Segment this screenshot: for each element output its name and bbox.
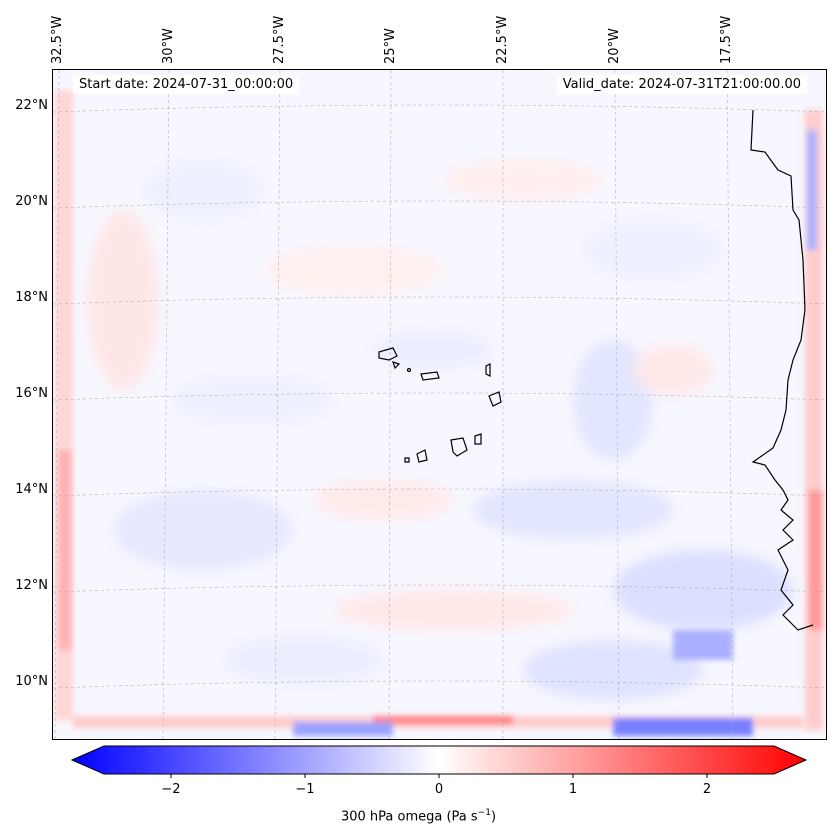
latitude-label: 14°N <box>15 482 48 497</box>
graticule <box>53 70 826 739</box>
coastline <box>750 109 814 631</box>
omega-field-patches <box>88 160 793 700</box>
latitude-label: 10°N <box>15 674 48 689</box>
start-date-label: Start date: 2024-07-31_00:00:00 <box>73 75 300 94</box>
colorbar <box>70 745 808 778</box>
latitude-label: 20°N <box>15 194 48 209</box>
boundary-artifacts <box>55 90 823 736</box>
longitude-label: 20°W <box>607 28 622 64</box>
latitude-label: 22°N <box>15 98 48 113</box>
longitude-label: 30°W <box>161 28 176 64</box>
colorbar-label: 300 hPa omega (Pa s−1) <box>340 808 497 825</box>
colorbar-tick-label: −2 <box>161 782 181 797</box>
cape-verde-islands <box>378 347 502 463</box>
colorbar-ramp <box>70 745 808 775</box>
longitude-label: 32.5°W <box>50 15 65 64</box>
longitude-label: 17.5°W <box>719 15 734 64</box>
colorbar-tick-label: 0 <box>434 782 444 797</box>
latitude-label: 16°N <box>15 386 48 401</box>
map-panel <box>52 69 827 740</box>
longitude-label: 27.5°W <box>272 15 287 64</box>
latitude-label: 18°N <box>15 290 48 305</box>
valid-date-label: Valid_date: 2024-07-31T21:00:00.00 <box>556 75 807 94</box>
colorbar-tick-label: −1 <box>295 782 315 797</box>
longitude-label: 22.5°W <box>495 15 510 64</box>
colorbar-tick-label: 2 <box>702 782 712 797</box>
latitude-label: 12°N <box>15 578 48 593</box>
longitude-label: 25°W <box>383 28 398 64</box>
omega-field-map <box>53 70 826 739</box>
colorbar-tick-label: 1 <box>568 782 578 797</box>
